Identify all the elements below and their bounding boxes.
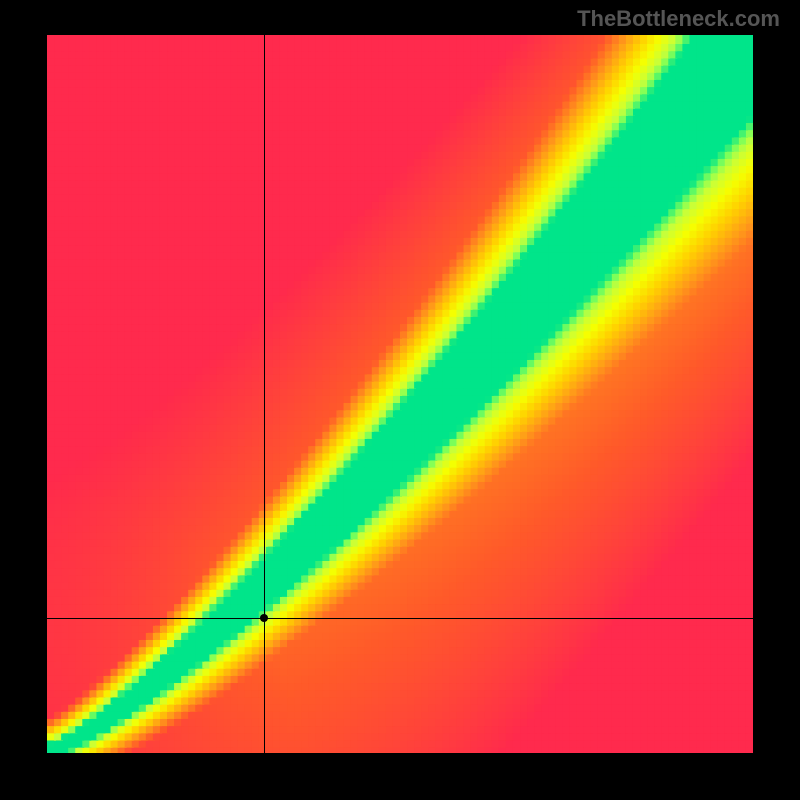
crosshair-horizontal <box>47 618 753 619</box>
marker-dot <box>260 614 268 622</box>
heatmap-canvas <box>47 35 753 753</box>
chart-container: TheBottleneck.com <box>0 0 800 800</box>
crosshair-vertical <box>264 35 265 753</box>
plot-area <box>47 35 753 753</box>
watermark-text: TheBottleneck.com <box>577 6 780 32</box>
